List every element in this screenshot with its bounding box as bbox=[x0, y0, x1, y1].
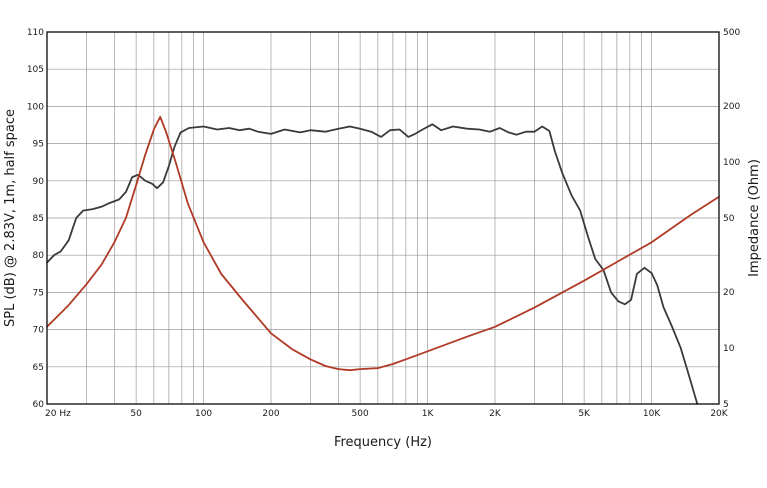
y2-tick-label: 5 bbox=[723, 400, 729, 410]
x-tick-label: 200 bbox=[262, 409, 279, 419]
plot-frame bbox=[46, 31, 720, 405]
y-axis-title: SPL (dB) @ 2.83V, 1m, half space bbox=[3, 109, 18, 327]
y2-tick-labels: 5 10 20 50 100 200 500 bbox=[723, 28, 740, 410]
y-tick-label: 60 bbox=[33, 400, 45, 410]
x-tick-label: 5K bbox=[578, 409, 591, 419]
y-tick-label: 65 bbox=[33, 363, 44, 373]
x-tick-label: 20 Hz bbox=[45, 409, 71, 419]
y-tick-label: 105 bbox=[27, 65, 44, 75]
y-tick-label: 70 bbox=[33, 326, 45, 336]
x-axis-title: Frequency (Hz) bbox=[334, 435, 432, 450]
y2-axis-title: Impedance (Ohm) bbox=[747, 159, 762, 277]
y-tick-label: 85 bbox=[33, 214, 44, 224]
y-tick-label: 110 bbox=[27, 28, 44, 38]
x-tick-label: 50 bbox=[130, 409, 142, 419]
y2-tick-label: 50 bbox=[723, 214, 735, 224]
y-tick-label: 95 bbox=[33, 140, 44, 150]
y-tick-label: 75 bbox=[33, 288, 44, 298]
x-tick-label: 100 bbox=[195, 409, 212, 419]
y2-tick-label: 20 bbox=[723, 288, 735, 298]
y-tick-label: 100 bbox=[27, 102, 44, 112]
x-tick-label: 20K bbox=[710, 409, 728, 419]
series-layer bbox=[46, 115, 720, 405]
y-tick-label: 90 bbox=[33, 177, 45, 187]
y-tick-labels: 60 65 70 75 80 85 90 95 100 105 110 bbox=[27, 28, 44, 410]
grid bbox=[47, 32, 719, 404]
spl-curve bbox=[46, 123, 699, 405]
x-tick-label: 1K bbox=[422, 409, 435, 419]
x-tick-label: 500 bbox=[352, 409, 369, 419]
x-tick-labels: 20 Hz 50 100 200 500 1K 2K 5K 10K 20K bbox=[45, 409, 729, 419]
impedance-curve bbox=[46, 115, 720, 372]
y2-tick-label: 200 bbox=[723, 102, 740, 112]
y2-tick-label: 500 bbox=[723, 28, 740, 38]
x-tick-label: 10K bbox=[643, 409, 661, 419]
y2-tick-label: 10 bbox=[723, 344, 735, 354]
x-tick-label: 2K bbox=[489, 409, 502, 419]
y2-tick-label: 100 bbox=[723, 158, 740, 168]
y-tick-label: 80 bbox=[33, 251, 45, 261]
